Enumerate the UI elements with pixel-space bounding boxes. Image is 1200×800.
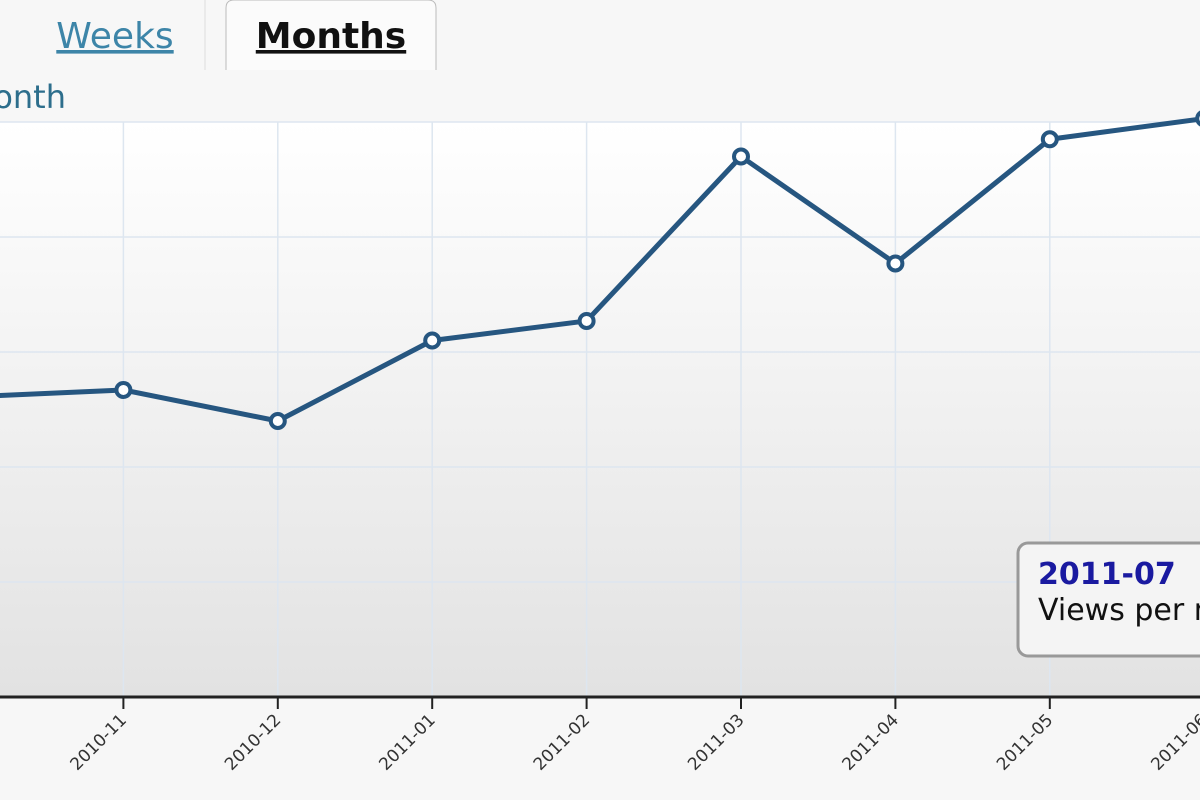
tooltip: 2011-07 Views per month [1016, 541, 1200, 658]
tooltip-title: 2011-07 [1038, 557, 1176, 592]
chart-title: Views per month [0, 78, 66, 116]
weeks-tab[interactable]: Weeks [56, 16, 173, 57]
tab-active [225, 0, 437, 70]
point [1040, 130, 1059, 149]
tooltip-box [1016, 541, 1200, 658]
tooltip-text: Views per month [1038, 593, 1200, 628]
plot-area [0, 122, 1200, 697]
point [114, 380, 133, 399]
point [577, 311, 596, 330]
point [732, 147, 750, 166]
months-tab[interactable]: Months [256, 16, 406, 57]
point [886, 254, 905, 273]
point [268, 412, 287, 430]
point [1195, 110, 1200, 127]
point [423, 331, 442, 350]
